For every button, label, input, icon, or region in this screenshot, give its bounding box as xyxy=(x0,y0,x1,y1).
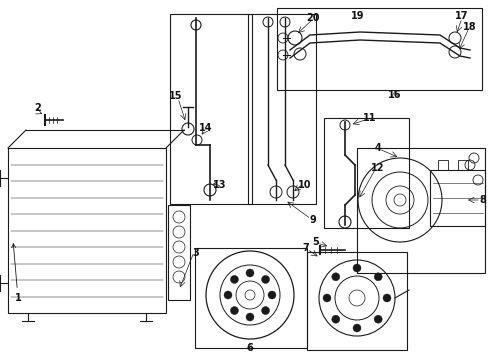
Bar xyxy=(247,14,315,204)
Circle shape xyxy=(267,291,275,299)
Bar xyxy=(306,252,406,350)
Bar xyxy=(429,170,484,226)
Text: 2: 2 xyxy=(35,103,41,113)
Circle shape xyxy=(331,315,339,323)
Text: 13: 13 xyxy=(213,180,226,190)
Bar xyxy=(457,160,467,170)
Circle shape xyxy=(261,307,269,315)
Circle shape xyxy=(373,315,382,323)
Text: 3: 3 xyxy=(192,248,199,258)
Text: 18: 18 xyxy=(462,22,476,32)
Circle shape xyxy=(382,294,390,302)
Bar xyxy=(195,248,306,348)
Text: 20: 20 xyxy=(305,13,319,23)
Bar xyxy=(356,148,484,273)
Text: 19: 19 xyxy=(350,11,364,21)
Bar xyxy=(170,14,251,204)
Text: 17: 17 xyxy=(454,11,468,21)
Text: 5: 5 xyxy=(312,237,319,247)
Bar xyxy=(8,148,165,313)
Text: 6: 6 xyxy=(246,343,253,353)
Circle shape xyxy=(352,324,360,332)
Bar xyxy=(324,118,408,228)
Text: 7: 7 xyxy=(302,243,309,253)
Bar xyxy=(437,160,447,170)
Text: 10: 10 xyxy=(298,180,311,190)
Text: 4: 4 xyxy=(374,143,381,153)
Circle shape xyxy=(373,273,382,281)
Text: 1: 1 xyxy=(12,244,21,303)
Circle shape xyxy=(245,313,253,321)
Text: 16: 16 xyxy=(387,90,401,100)
Circle shape xyxy=(224,291,231,299)
Text: 9: 9 xyxy=(309,215,316,225)
Circle shape xyxy=(261,275,269,283)
Text: 14: 14 xyxy=(199,123,212,133)
Circle shape xyxy=(230,275,238,283)
Bar xyxy=(276,8,481,90)
Circle shape xyxy=(230,307,238,315)
Text: 15: 15 xyxy=(169,91,183,101)
Text: 12: 12 xyxy=(370,163,384,173)
Circle shape xyxy=(245,269,253,277)
Text: 8: 8 xyxy=(479,195,486,205)
Circle shape xyxy=(331,273,339,281)
Circle shape xyxy=(352,264,360,272)
Text: 11: 11 xyxy=(363,113,376,123)
Circle shape xyxy=(323,294,330,302)
Bar xyxy=(168,205,190,300)
